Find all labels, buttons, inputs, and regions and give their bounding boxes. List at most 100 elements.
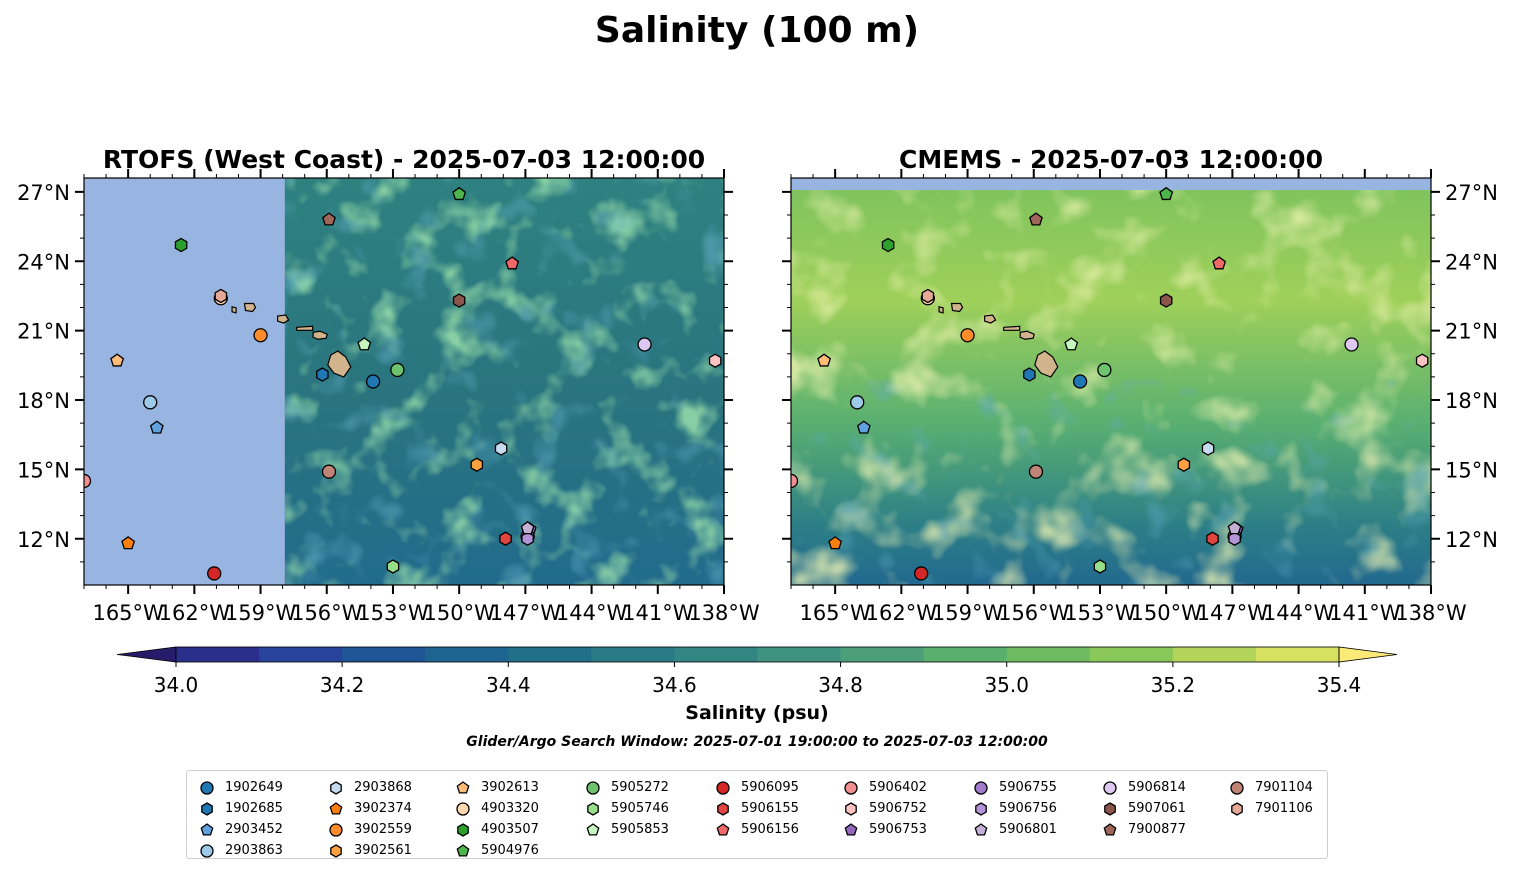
legend-marker-icon <box>1230 780 1244 795</box>
legend-marker-icon <box>457 822 469 837</box>
x-tick-label: 153°W <box>1064 601 1136 625</box>
float-marker-2903868 <box>494 441 508 456</box>
legend-label: 5906156 <box>741 822 799 837</box>
legend-entry: 5906814 <box>1102 777 1186 798</box>
axes-frame-cmems <box>790 177 1432 586</box>
x-tick-label: 147°W <box>1197 601 1269 625</box>
float-markers-rtofs <box>84 186 722 581</box>
legend-entry: 3902559 <box>328 819 412 840</box>
legend-column: 1902649 1902685 2903452 2903863 <box>199 777 283 861</box>
legend-entry: 4903507 <box>455 819 539 840</box>
legend-marker <box>329 801 343 815</box>
island-maui <box>312 330 328 340</box>
legend-column: 2903868 3902374 3902559 3902561 <box>328 777 412 861</box>
legend-entry: 2903863 <box>199 840 283 861</box>
float-marker-4903507 <box>174 237 188 253</box>
legend-label: 5905272 <box>611 780 669 795</box>
legend-entry: 7900877 <box>1102 819 1186 840</box>
legend-entry: 7901106 <box>1229 798 1313 819</box>
y-tick-label: 12°N <box>1445 528 1498 552</box>
legend-column: 5906402 5906752 5906753 <box>843 777 927 840</box>
x-tick-label: 156°W <box>291 601 363 625</box>
colorbar-extend-high <box>1338 646 1398 663</box>
legend-marker <box>586 780 600 795</box>
legend-marker <box>587 801 599 816</box>
float-marker-5906814 <box>1344 337 1359 352</box>
legend-marker-icon <box>329 801 343 815</box>
y-tick-label: 12°N <box>17 528 70 552</box>
legend-entry: 5905272 <box>585 777 669 798</box>
legend-marker <box>974 780 988 795</box>
island-molokai <box>1003 325 1021 331</box>
legend-marker <box>1104 801 1116 816</box>
legend-label: 7901104 <box>1255 780 1313 795</box>
y-tick-label: 21°N <box>1445 320 1498 344</box>
legend-column: 5906755 5906756 5906801 <box>973 777 1057 840</box>
colorbar-label: Salinity (psu) <box>685 702 828 724</box>
legend-entry: 5906095 <box>715 777 799 798</box>
island-hawaii <box>327 350 352 378</box>
legend-label: 5906155 <box>741 801 799 816</box>
legend-marker <box>330 843 342 858</box>
legend-marker <box>200 843 214 858</box>
legend-entry: 2903452 <box>199 819 283 840</box>
x-tick-label: 159°W <box>932 601 1004 625</box>
legend-column: 5905272 5905746 5905853 <box>585 777 669 840</box>
float-marker-5906752 <box>708 353 722 368</box>
legend-marker <box>1103 822 1117 836</box>
legend-label: 5906752 <box>869 801 927 816</box>
search-window-note: Glider/Argo Search Window: 2025-07-01 19… <box>466 734 1048 750</box>
map-panel-cmems: CMEMS - 2025-07-03 12:00:00 165°W162°W15… <box>782 145 1498 625</box>
colorbar-tick-label: 35.0 <box>984 673 1029 697</box>
x-tick-label: 165°W <box>799 601 871 625</box>
legend-marker-icon <box>845 801 857 816</box>
legend-label: 5907061 <box>1128 801 1186 816</box>
legend-label: 5906753 <box>869 822 927 837</box>
island-oahu <box>984 314 997 324</box>
float-markers-cmems <box>791 186 1429 581</box>
legend-marker-icon <box>200 843 214 858</box>
y-tick-label: 15°N <box>17 458 70 482</box>
island-oahu <box>277 314 290 324</box>
x-tick-label: 138°W <box>1395 601 1467 625</box>
float-marker-5904976 <box>1159 186 1174 201</box>
legend-label: 3902374 <box>354 801 412 816</box>
legend-marker <box>586 822 600 836</box>
island-molokai <box>296 325 314 331</box>
island-niihau <box>938 306 944 314</box>
x-tick-label: 150°W <box>423 601 495 625</box>
y-tick-label: 18°N <box>17 389 70 413</box>
float-marker-3902613 <box>110 353 125 367</box>
float-marker-2903863 <box>143 395 158 410</box>
legend-marker-icon <box>1104 801 1116 816</box>
legend-entry: 4903320 <box>455 798 539 819</box>
float-marker-5906156 <box>505 256 520 270</box>
legend-entry: 5906752 <box>843 798 927 819</box>
x-tick-label: 153°W <box>357 601 429 625</box>
float-marker-5906402 <box>84 473 92 489</box>
x-tick-label: 144°W <box>1263 601 1335 625</box>
float-marker-1902685 <box>1023 367 1036 382</box>
legend-label: 3902613 <box>481 780 539 795</box>
colorbar-frame <box>175 646 1340 663</box>
axis-ticks-cmems: 165°W162°W159°W156°W153°W150°W147°W144°W… <box>782 169 1498 625</box>
colorbar-segment <box>176 647 260 662</box>
float-marker-5906756 <box>1228 531 1241 547</box>
y-tick-label: 24°N <box>17 250 70 274</box>
legend-label: 4903320 <box>481 801 539 816</box>
legend-label: 5905746 <box>611 801 669 816</box>
colorbar-segment <box>1172 647 1257 662</box>
legend-label: 5906095 <box>741 780 799 795</box>
float-marker-1902685 <box>316 367 329 382</box>
x-tick-label: 141°W <box>1329 601 1401 625</box>
y-tick-label: 27°N <box>1445 181 1498 205</box>
legend-entry: 1902649 <box>199 777 283 798</box>
legend-entry: 5905853 <box>585 819 669 840</box>
float-marker-3902374 <box>828 536 843 550</box>
x-tick-label: 156°W <box>998 601 1070 625</box>
legend-marker <box>716 822 730 836</box>
legend-column: 7901104 7901106 <box>1229 777 1313 819</box>
float-marker-5905746 <box>386 559 400 574</box>
legend-marker-icon <box>844 780 858 795</box>
